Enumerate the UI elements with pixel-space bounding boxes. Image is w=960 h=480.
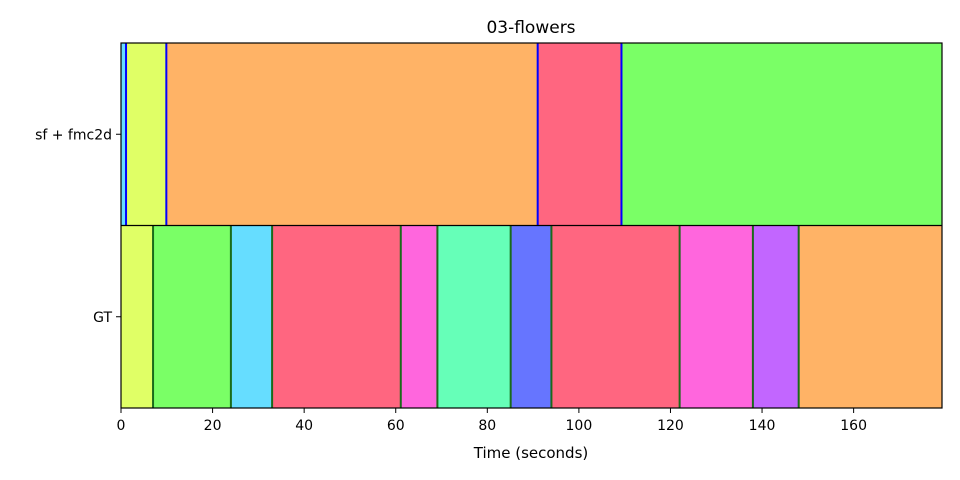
x-tick-label: 120 [657,418,684,434]
plot-frame [120,42,943,409]
x-tick-label: 20 [204,418,222,434]
boundary-lines [121,43,942,408]
segment-0-1 [126,43,167,226]
plot-area [121,43,942,408]
x-axis-label: Time (seconds) [473,444,589,462]
y-tick-label: sf + fmc2d [35,127,112,143]
segment-0-0 [121,43,127,226]
x-tick-label: 40 [295,418,313,434]
segment-1-0 [121,225,154,408]
y-tick-label: GT [93,310,112,326]
x-tick-label: 60 [387,418,405,434]
segment-1-2 [230,225,273,408]
segment-1-6 [510,225,552,408]
segment-1-5 [437,225,511,408]
x-axis: 0 20 40 60 80 100 120 140 160 [117,408,867,434]
x-tick-label: 80 [478,418,496,434]
segment-0-4 [621,43,942,226]
segment-1-1 [153,225,231,408]
chart-title: 03-flowers [486,18,575,38]
segment-0-3 [537,43,622,226]
x-tick-label: 140 [749,418,776,434]
segment-1-9 [752,225,799,408]
x-tick-label: 100 [566,418,593,434]
x-tick-label: 160 [840,418,867,434]
segment-0-2 [166,43,538,226]
segment-1-3 [272,225,401,408]
segment-1-4 [400,225,438,408]
y-axis: sf + fmc2d GT [35,127,121,326]
segment-1-7 [551,225,680,408]
segment-1-8 [679,225,753,408]
segment-1-10 [798,225,942,408]
x-tick-label: 0 [117,418,126,434]
